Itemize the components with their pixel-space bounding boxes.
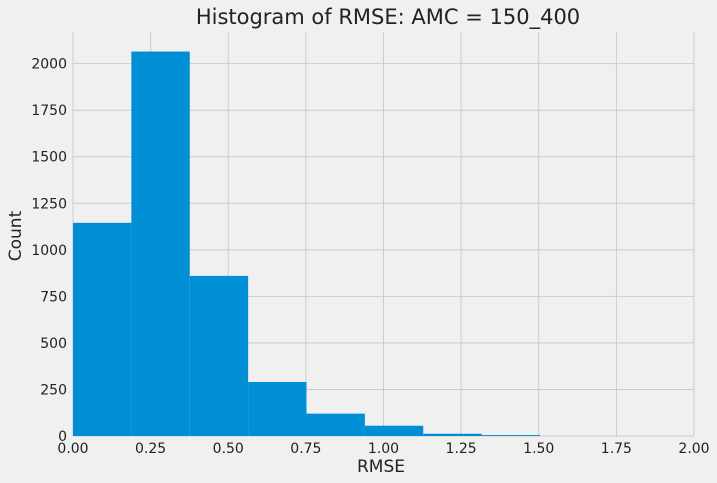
histogram-bar — [481, 435, 540, 436]
y-tick-label: 500 — [40, 336, 67, 352]
x-tick-label: 0.50 — [213, 441, 244, 457]
x-tick-label: 1.50 — [523, 441, 554, 457]
y-tick-label: 0 — [58, 429, 67, 445]
y-axis-label: Count — [6, 210, 26, 261]
chart-title: Histogram of RMSE: AMC = 150_400 — [196, 5, 580, 30]
y-tick-label: 1000 — [31, 243, 67, 259]
histogram-bar — [131, 51, 190, 436]
x-axis-label: RMSE — [357, 457, 405, 477]
histogram-bar — [73, 222, 132, 436]
x-tick-label: 1.75 — [601, 441, 632, 457]
y-tick-labels: 0 250 500 750 1000 1250 1500 1750 2000 — [31, 57, 67, 445]
x-tick-label: 2.00 — [678, 441, 709, 457]
y-tick-label: 1250 — [31, 196, 67, 212]
histogram-bar — [306, 413, 365, 436]
y-tick-label: 1750 — [31, 103, 67, 119]
x-tick-labels: 0.00 0.25 0.50 0.75 1.00 1.25 1.50 1.75 2.00 — [57, 441, 709, 457]
histogram-bar — [423, 433, 482, 436]
histogram-bar — [248, 382, 307, 436]
y-tick-label: 1500 — [31, 150, 67, 166]
x-tick-label: 1.25 — [446, 441, 477, 457]
y-tick-label: 750 — [40, 289, 67, 305]
histogram-bar — [364, 425, 424, 436]
x-tick-label: 1.00 — [368, 441, 399, 457]
x-tick-label: 0.75 — [290, 441, 321, 457]
y-tick-label: 250 — [40, 382, 67, 398]
histogram-bars — [73, 51, 540, 436]
x-tick-label: 0.00 — [57, 441, 88, 457]
x-tick-label: 0.25 — [135, 441, 166, 457]
y-tick-label: 2000 — [31, 57, 67, 73]
histogram-bar — [189, 275, 249, 436]
